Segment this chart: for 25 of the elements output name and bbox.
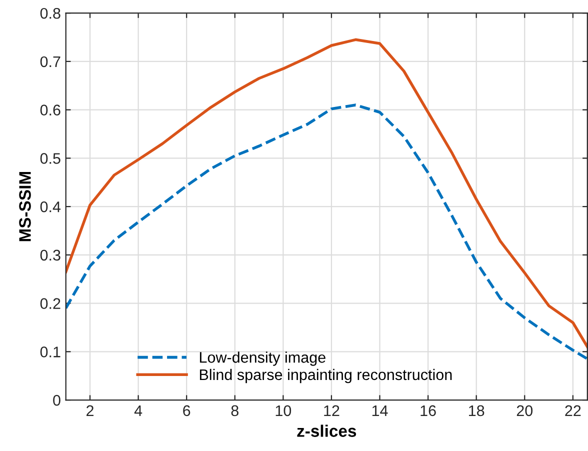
x-tick-label: 18	[469, 405, 484, 416]
x-tick-label: 6	[183, 405, 190, 416]
x-tick-label: 12	[324, 405, 340, 416]
y-tick-label: 0.1	[40, 346, 60, 358]
line-series	[66, 38, 588, 348]
y-tick-label: 0.3	[40, 250, 60, 261]
legend-label: Blind sparse inpainting reconstruction	[200, 368, 452, 384]
y-tick-label: 0.8	[40, 8, 60, 19]
x-tick-label: 22	[565, 405, 581, 416]
x-tick-label: 14	[372, 405, 388, 416]
x-tick-label: 2	[86, 405, 94, 416]
x-axis-title: z-slices	[297, 424, 356, 437]
y-tick-label: 0.6	[40, 104, 60, 116]
y-tick-label: 0	[53, 394, 60, 406]
y-tick-label: 0.7	[40, 56, 60, 68]
y-tick-label: 0.2	[40, 298, 60, 309]
y-tick-label: 0.5	[40, 153, 60, 164]
legend-label: Low-density image	[200, 352, 326, 366]
x-tick-label: 20	[516, 405, 533, 416]
x-tick-label: 16	[420, 405, 436, 416]
x-tick-label: 8	[231, 405, 238, 416]
x-tick-label: 4	[134, 405, 142, 416]
y-tick-label: 0.4	[40, 201, 61, 212]
y-axis-title: MS-SSIM	[19, 172, 31, 242]
x-tick-label: 10	[276, 405, 292, 416]
